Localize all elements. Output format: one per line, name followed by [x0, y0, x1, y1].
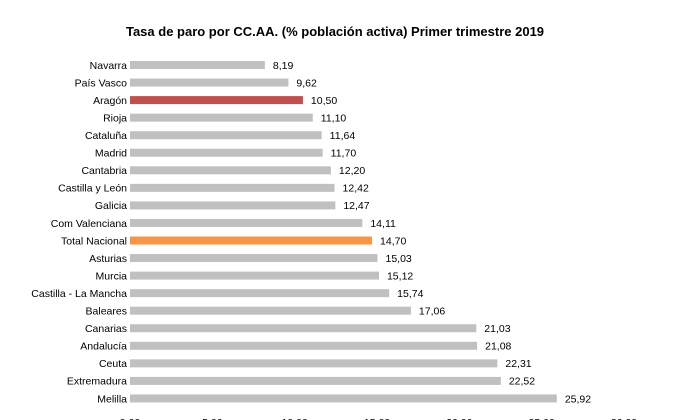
- bar: [130, 131, 322, 140]
- bar: [130, 201, 336, 210]
- value-label: 21,08: [485, 341, 511, 353]
- category-label: Com Valenciana: [51, 218, 127, 230]
- category-label: Murcia: [95, 270, 127, 282]
- bar: [130, 271, 379, 280]
- category-label: Baleares: [86, 306, 127, 318]
- x-tick-label: 15,00: [364, 417, 390, 420]
- value-label: 15,74: [397, 288, 423, 300]
- x-axis-ticks: 0,00 5,00 10,00 15,00 20,00 25,00 30,00: [120, 417, 638, 420]
- category-label: Castilla - La Mancha: [31, 288, 127, 300]
- bar: [130, 166, 331, 175]
- value-label: 14,70: [380, 235, 406, 247]
- bar: [130, 254, 378, 263]
- bar: [130, 96, 303, 105]
- category-label: Rioja: [103, 112, 127, 124]
- value-label: 8,19: [273, 60, 294, 72]
- value-label: 22,31: [505, 358, 531, 370]
- bar: [130, 306, 411, 315]
- value-label: 10,50: [311, 95, 337, 107]
- bar: [130, 78, 289, 87]
- category-label: Melilla: [97, 393, 127, 405]
- value-label: 11,70: [331, 148, 357, 160]
- x-tick-label: 5,00: [202, 417, 223, 420]
- category-label: Ceuta: [99, 358, 127, 370]
- value-label: 11,64: [330, 130, 356, 142]
- category-label: Extremadura: [67, 376, 127, 388]
- value-label: 15,12: [387, 270, 413, 282]
- value-label: 21,03: [484, 323, 510, 335]
- bar: [130, 324, 477, 333]
- bars: [130, 61, 557, 403]
- value-label: 12,20: [339, 165, 365, 177]
- category-label: Cantabria: [81, 165, 127, 177]
- category-label: Navarra: [90, 60, 128, 72]
- bar: [130, 218, 363, 227]
- category-label: Castilla y León: [58, 183, 127, 195]
- x-tick-label: 25,00: [529, 417, 555, 420]
- value-label: 14,11: [370, 218, 396, 230]
- bar: [130, 341, 478, 350]
- bar: [130, 236, 373, 245]
- x-tick-label: 0,00: [120, 417, 141, 420]
- value-label: 11,10: [321, 112, 347, 124]
- value-label: 12,47: [343, 200, 369, 212]
- chart-title: Tasa de paro por CC.AA. (% población act…: [126, 24, 544, 39]
- category-labels: Navarra País Vasco Aragón Rioja Cataluña Madr…: [31, 60, 127, 405]
- category-label: Aragón: [93, 95, 127, 107]
- category-label: Cataluña: [85, 130, 127, 142]
- x-tick-label: 20,00: [446, 417, 472, 420]
- x-tick-label: 10,00: [282, 417, 308, 420]
- value-label: 17,06: [419, 306, 445, 318]
- bar: [130, 289, 390, 298]
- bar: [130, 113, 313, 122]
- category-label: Andalucía: [80, 341, 127, 353]
- value-label: 22,52: [509, 376, 535, 388]
- category-label: Canarias: [85, 323, 127, 335]
- category-label: País Vasco: [75, 77, 127, 89]
- bar: [130, 148, 323, 157]
- bar: [130, 376, 501, 385]
- category-label: Asturias: [89, 253, 127, 265]
- x-tick-label: 30,00: [611, 417, 637, 420]
- bar: [130, 183, 335, 192]
- value-label: 9,62: [296, 77, 317, 89]
- value-label: 15,03: [385, 253, 411, 265]
- bar: [130, 61, 265, 69]
- value-label: 12,42: [343, 183, 369, 195]
- category-label: Galicia: [95, 200, 127, 212]
- bar: [130, 359, 498, 368]
- value-label: 25,92: [565, 393, 591, 405]
- category-label: Total Nacional: [61, 235, 127, 247]
- category-label: Madrid: [95, 148, 127, 160]
- bar: [130, 394, 557, 403]
- value-labels: 8,199,62 10,50 11,10 11,64 11,70 12,20 12,42 12…: [273, 60, 591, 405]
